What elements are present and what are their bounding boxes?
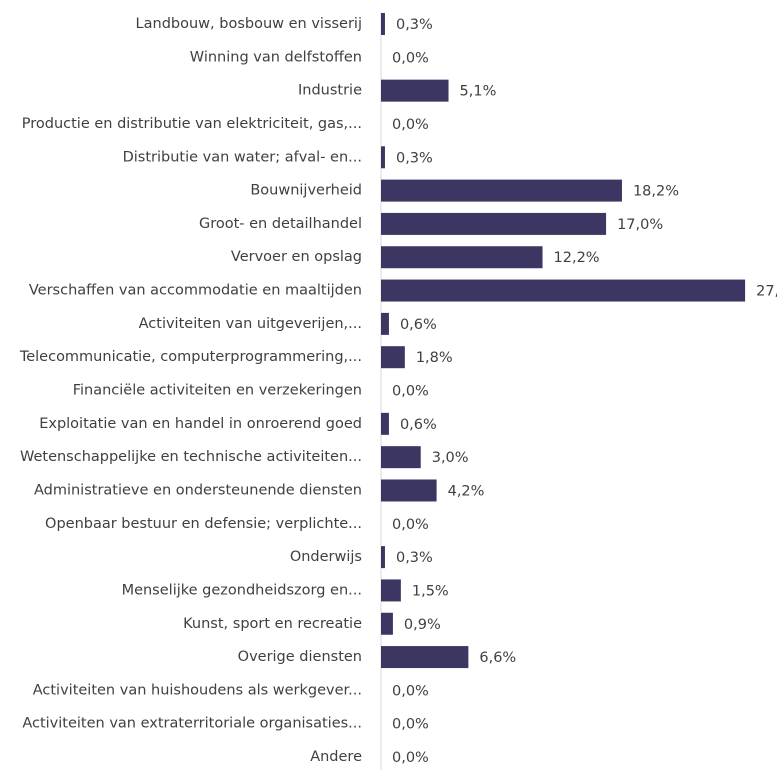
value-label: 0,0%	[392, 50, 429, 66]
value-label: 0,0%	[392, 717, 429, 733]
value-label: 0,6%	[400, 317, 437, 333]
category-label: Telecommunicatie, computerprogrammering,…	[19, 349, 362, 365]
category-label: Kunst, sport en recreatie	[183, 616, 362, 632]
value-label: 0,6%	[400, 417, 437, 433]
category-label: Administratieve en ondersteunende dienst…	[34, 482, 362, 498]
bar	[381, 579, 401, 602]
value-label: 0,3%	[396, 550, 433, 566]
category-label: Verschaffen van accommodatie en maaltijd…	[29, 283, 362, 299]
category-label: Winning van delfstoffen	[190, 49, 362, 65]
value-label: 0,0%	[392, 384, 429, 400]
value-label: 0,9%	[404, 617, 441, 633]
value-label: 1,8%	[416, 350, 453, 366]
value-label: 4,2%	[448, 483, 485, 499]
category-label: Industrie	[298, 83, 362, 99]
bar	[381, 446, 421, 469]
value-label: 0,0%	[392, 517, 429, 533]
category-label: Productie en distributie van elektricite…	[22, 116, 362, 132]
category-label: Distributie van water; afval- en...	[123, 149, 362, 165]
bar	[381, 146, 385, 169]
bar	[381, 212, 607, 235]
category-label: Vervoer en opslag	[231, 249, 362, 265]
bar	[381, 546, 385, 569]
bar	[381, 346, 405, 369]
value-label: 17,0%	[617, 217, 663, 233]
value-label: 3,0%	[432, 450, 469, 466]
value-label: 1,5%	[412, 583, 449, 599]
bar	[381, 246, 543, 269]
category-label: Onderwijs	[290, 549, 362, 565]
value-label: 12,2%	[554, 250, 600, 266]
category-label: Openbaar bestuur en defensie; verplichte…	[45, 516, 362, 532]
category-label: Activiteiten van uitgeverijen,...	[139, 316, 362, 332]
value-label: 5,1%	[460, 84, 497, 100]
bar	[381, 412, 389, 435]
value-label: 18,2%	[633, 184, 679, 200]
value-label: 0,0%	[392, 117, 429, 133]
category-label: Groot- en detailhandel	[199, 216, 362, 232]
category-label: Activiteiten van extraterritoriale organ…	[22, 716, 362, 732]
category-label: Menselijke gezondheidszorg en...	[122, 582, 362, 598]
bar	[381, 179, 622, 202]
category-label: Bouwnijverheid	[250, 183, 362, 199]
value-label: 6,6%	[479, 650, 516, 666]
category-label: Financiële activiteiten en verzekeringen	[73, 383, 362, 399]
category-label: Activiteiten van huishoudens als werkgev…	[33, 682, 362, 698]
category-label: Exploitatie van en handel in onroerend g…	[39, 416, 362, 432]
category-label: Andere	[310, 749, 362, 765]
value-label: 0,0%	[392, 683, 429, 699]
bar	[381, 79, 449, 102]
value-label: 0,3%	[396, 17, 433, 33]
bar	[381, 13, 385, 35]
category-label: Wetenschappelijke en technische activite…	[20, 449, 362, 465]
value-label: 0,0%	[392, 750, 429, 766]
value-label: 0,3%	[396, 150, 433, 166]
category-label: Landbouw, bosbouw en visserij	[136, 16, 362, 32]
bar	[381, 479, 437, 502]
value-label: 27,5%	[756, 284, 777, 300]
category-label: Overige diensten	[238, 649, 362, 665]
bar	[381, 612, 393, 635]
bar	[381, 279, 746, 302]
bar	[381, 312, 389, 335]
bar	[381, 646, 469, 669]
